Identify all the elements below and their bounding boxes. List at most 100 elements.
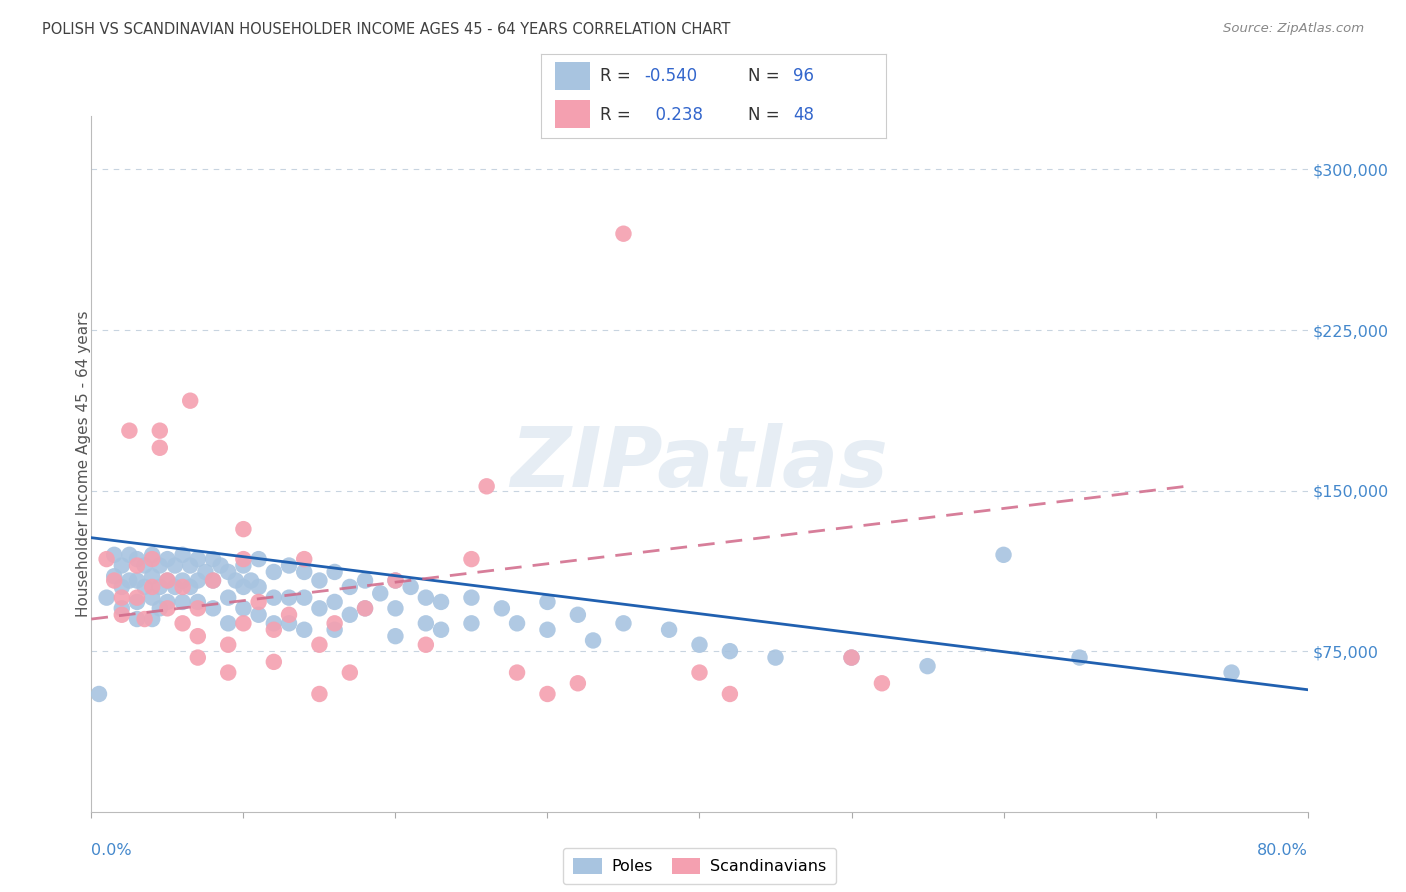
Point [149, 424, 172, 438]
Point [430, 595, 453, 609]
Point [1220, 665, 1243, 680]
Legend: Poles, Scandinavians: Poles, Scandinavians [564, 848, 835, 884]
Point [917, 659, 939, 673]
Point [247, 580, 270, 594]
Point [103, 574, 125, 588]
Point [125, 595, 148, 609]
Point [111, 580, 134, 594]
Point [339, 607, 361, 622]
Point [612, 616, 634, 631]
Point [125, 552, 148, 566]
Point [232, 580, 254, 594]
Text: R =: R = [600, 68, 636, 86]
Point [111, 601, 134, 615]
Text: 80.0%: 80.0% [1257, 843, 1308, 858]
Point [232, 616, 254, 631]
Point [149, 558, 172, 573]
Point [217, 591, 239, 605]
Point [612, 227, 634, 241]
Point [179, 393, 201, 408]
Point [156, 552, 179, 566]
Text: 0.238: 0.238 [645, 105, 703, 123]
Point [187, 601, 209, 615]
Point [308, 601, 330, 615]
Point [103, 569, 125, 583]
Point [134, 558, 156, 573]
Point [658, 623, 681, 637]
Point [567, 607, 589, 622]
Point [536, 623, 558, 637]
Point [179, 580, 201, 594]
Point [232, 552, 254, 566]
Point [118, 548, 141, 562]
Point [202, 574, 225, 588]
Point [263, 655, 285, 669]
Point [323, 595, 346, 609]
Point [582, 633, 605, 648]
Point [247, 595, 270, 609]
Text: 0.0%: 0.0% [91, 843, 132, 858]
Point [765, 650, 787, 665]
Point [308, 638, 330, 652]
Point [149, 601, 172, 615]
Point [718, 687, 741, 701]
Point [993, 548, 1015, 562]
Point [536, 687, 558, 701]
Point [368, 586, 391, 600]
Point [141, 612, 163, 626]
Point [232, 558, 254, 573]
Point [217, 665, 239, 680]
Point [870, 676, 893, 690]
Point [688, 665, 710, 680]
Point [278, 607, 301, 622]
Point [134, 612, 156, 626]
Point [141, 569, 163, 583]
Point [156, 601, 179, 615]
Point [1069, 650, 1091, 665]
Point [163, 580, 186, 594]
Point [209, 558, 232, 573]
Point [384, 574, 406, 588]
Point [323, 623, 346, 637]
Y-axis label: Householder Income Ages 45 - 64 years: Householder Income Ages 45 - 64 years [76, 310, 90, 617]
Point [384, 629, 406, 643]
Point [460, 591, 482, 605]
Text: R =: R = [600, 105, 636, 123]
Text: N =: N = [748, 68, 785, 86]
Point [156, 595, 179, 609]
Point [111, 558, 134, 573]
Text: N =: N = [748, 105, 785, 123]
Point [415, 638, 437, 652]
Point [460, 616, 482, 631]
Point [149, 580, 172, 594]
Point [292, 552, 315, 566]
Point [415, 616, 437, 631]
Point [460, 552, 482, 566]
Point [718, 644, 741, 658]
Point [96, 591, 118, 605]
Point [232, 601, 254, 615]
Text: -0.540: -0.540 [645, 68, 697, 86]
Point [202, 552, 225, 566]
Point [96, 552, 118, 566]
Point [172, 580, 194, 594]
Point [118, 574, 141, 588]
Point [240, 574, 263, 588]
Point [278, 616, 301, 631]
Point [194, 565, 217, 579]
Text: 48: 48 [793, 105, 814, 123]
Point [179, 558, 201, 573]
Point [688, 638, 710, 652]
Point [354, 601, 377, 615]
Point [202, 601, 225, 615]
Point [415, 591, 437, 605]
Point [399, 580, 422, 594]
Point [506, 665, 529, 680]
Point [308, 687, 330, 701]
Point [232, 522, 254, 536]
Bar [555, 62, 589, 90]
Point [292, 623, 315, 637]
Point [292, 591, 315, 605]
Text: POLISH VS SCANDINAVIAN HOUSEHOLDER INCOME AGES 45 - 64 YEARS CORRELATION CHART: POLISH VS SCANDINAVIAN HOUSEHOLDER INCOM… [42, 22, 731, 37]
Point [125, 612, 148, 626]
